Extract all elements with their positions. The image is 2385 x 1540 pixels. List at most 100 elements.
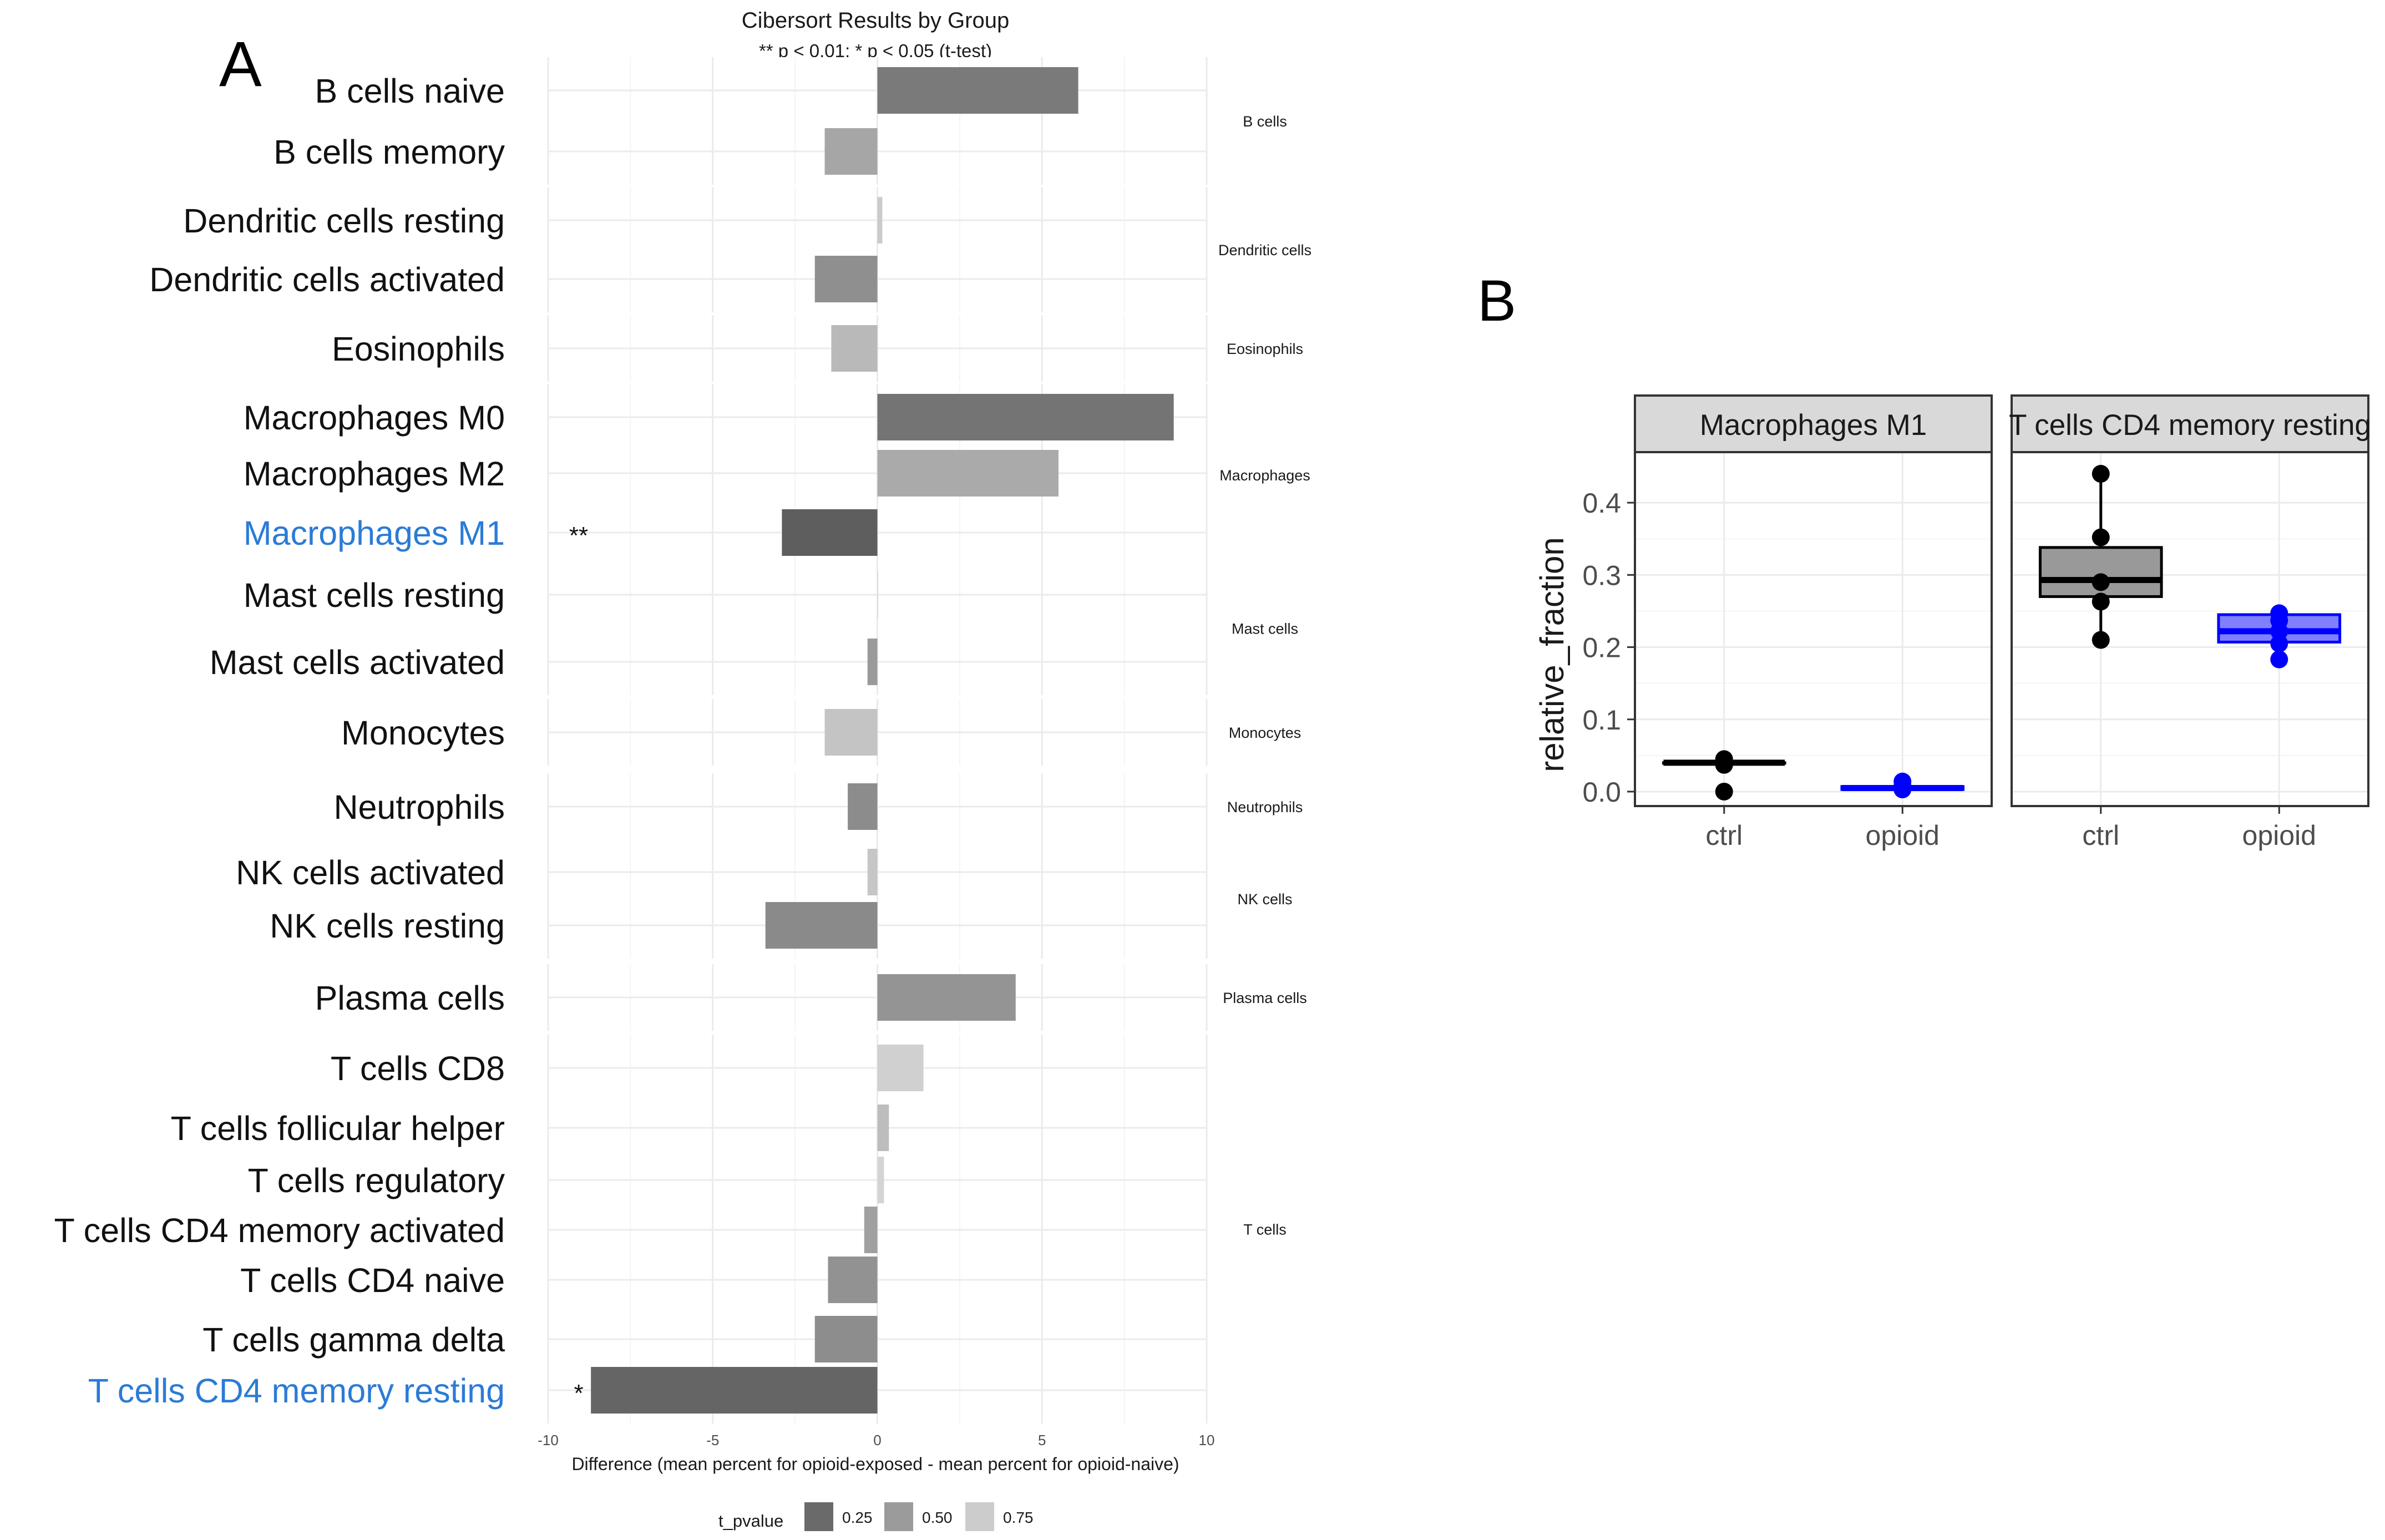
box-opioid [2217, 604, 2342, 668]
category-label: Macrophages M1 [244, 514, 505, 552]
data-point [2092, 592, 2110, 611]
category-label: Macrophages M0 [244, 399, 505, 437]
category-label: Plasma cells [315, 979, 505, 1017]
bar [848, 783, 878, 830]
category-label: Neutrophils [333, 788, 505, 826]
category-label: Mast cells resting [244, 576, 505, 614]
category-label: B cells memory [274, 133, 505, 171]
box-facet-panel: T cells CD4 memory resting ctrl opioid [2009, 394, 2371, 851]
facet-strip-title: T cells CD4 memory resting [2009, 409, 2371, 442]
facet-label: Plasma cells [1223, 990, 1307, 1006]
category-label: T cells CD8 [331, 1050, 505, 1087]
facet-strip-title: Macrophages M1 [1700, 409, 1927, 442]
significance-mark: * [574, 1380, 583, 1407]
chart-a: B cells naive B cells memory Dendritic cel… [54, 57, 1312, 1448]
chart-a-significance-marks: *** [569, 522, 588, 1407]
bar [877, 1105, 889, 1151]
category-label: Mast cells activated [210, 644, 505, 681]
x-tick-label: 0 [873, 1432, 881, 1448]
x-tick-label: -5 [706, 1432, 719, 1448]
data-point [2092, 631, 2110, 649]
bar [831, 325, 878, 372]
x-tick-label: opioid [2242, 820, 2316, 851]
bar [782, 509, 878, 556]
bar [814, 256, 878, 302]
data-point [1715, 782, 1733, 801]
legend-swatch [884, 1502, 913, 1531]
facet-label: Eosinophils [1227, 341, 1303, 357]
bar [877, 1045, 924, 1091]
category-label: T cells gamma delta [202, 1321, 505, 1359]
category-label: NK cells resting [270, 907, 505, 945]
facet-label: Macrophages [1219, 467, 1310, 484]
category-label: T cells regulatory [248, 1162, 505, 1199]
legend-swatch [965, 1502, 994, 1531]
box-opioid [1840, 772, 1965, 799]
y-tick-label: 0.4 [1582, 488, 1621, 519]
data-point [2270, 604, 2288, 622]
bar [877, 450, 1059, 497]
panel-border [1634, 451, 1993, 807]
bar [877, 67, 1078, 114]
chart-a-x-axis-label: Difference (mean percent for opioid-expo… [571, 1454, 1179, 1474]
plot-area [1635, 452, 1992, 806]
bar [828, 1257, 878, 1303]
y-tick-label: 0.2 [1582, 632, 1621, 663]
x-tick-label: 5 [1038, 1432, 1046, 1448]
x-tick-label: ctrl [2082, 820, 2119, 851]
facet-label: Monocytes [1229, 725, 1302, 741]
chart-a-legend: t_pvalue 0.25 0.50 0.75 [718, 1502, 1034, 1531]
significance-mark: ** [569, 522, 588, 549]
panel-label-b: B [1477, 269, 1516, 333]
data-point [2270, 650, 2288, 668]
panel-label-a: A [219, 29, 262, 100]
data-point [2270, 635, 2288, 653]
y-tick-label: 0.0 [1582, 777, 1621, 808]
data-point [1893, 772, 1912, 791]
bar [765, 902, 878, 949]
legend-label: 0.75 [1003, 1509, 1034, 1526]
chart-a-category-labels: B cells naive B cells memory Dendritic cel… [54, 72, 505, 1410]
bar [591, 1367, 878, 1414]
category-label: Monocytes [341, 714, 505, 752]
x-tick-label: -10 [538, 1432, 559, 1448]
x-tick-label: ctrl [1705, 820, 1743, 851]
facet-label: NK cells [1237, 891, 1292, 908]
legend-title: t_pvalue [718, 1511, 783, 1531]
category-label: T cells CD4 memory resting [88, 1372, 505, 1410]
bar [877, 974, 1016, 1021]
data-point [2092, 528, 2110, 546]
category-label: B cells naive [315, 72, 505, 110]
data-point [2092, 573, 2110, 591]
category-label: Macrophages M2 [244, 455, 505, 493]
bar [877, 197, 883, 244]
bar [824, 128, 878, 175]
legend-swatch [804, 1502, 833, 1531]
chart-a-bars [591, 67, 1174, 1414]
chart-a-x-ticks: -10 -5 0 5 10 [538, 1432, 1214, 1448]
data-point [1715, 750, 1733, 768]
bar [877, 1157, 884, 1203]
facet-label: T cells [1243, 1222, 1287, 1238]
bar [814, 1316, 878, 1362]
bar [867, 849, 878, 895]
bar [867, 639, 878, 685]
category-label: Dendritic cells resting [183, 202, 505, 240]
category-label: T cells CD4 naive [240, 1262, 505, 1299]
box-ctrl [1662, 750, 1786, 801]
facet-label: Neutrophils [1227, 799, 1303, 815]
category-label: T cells CD4 memory activated [54, 1212, 505, 1249]
bar [877, 394, 1174, 440]
facet-label: Mast cells [1232, 621, 1298, 637]
x-tick-label: 10 [1199, 1432, 1215, 1448]
data-point [2092, 465, 2110, 483]
chart-a-facet-labels: B cells Dendritic cells Eosinophils Macroph… [1218, 113, 1312, 1238]
chart-b-y-axis-label: relative_fraction [1533, 537, 1571, 772]
category-label: NK cells activated [236, 854, 505, 891]
bar [824, 709, 878, 756]
legend-label: 0.50 [922, 1509, 953, 1526]
box-facet-panel: Macrophages M1 ctrl opioid [1634, 394, 1993, 851]
facet-label: Dendritic cells [1218, 242, 1312, 259]
